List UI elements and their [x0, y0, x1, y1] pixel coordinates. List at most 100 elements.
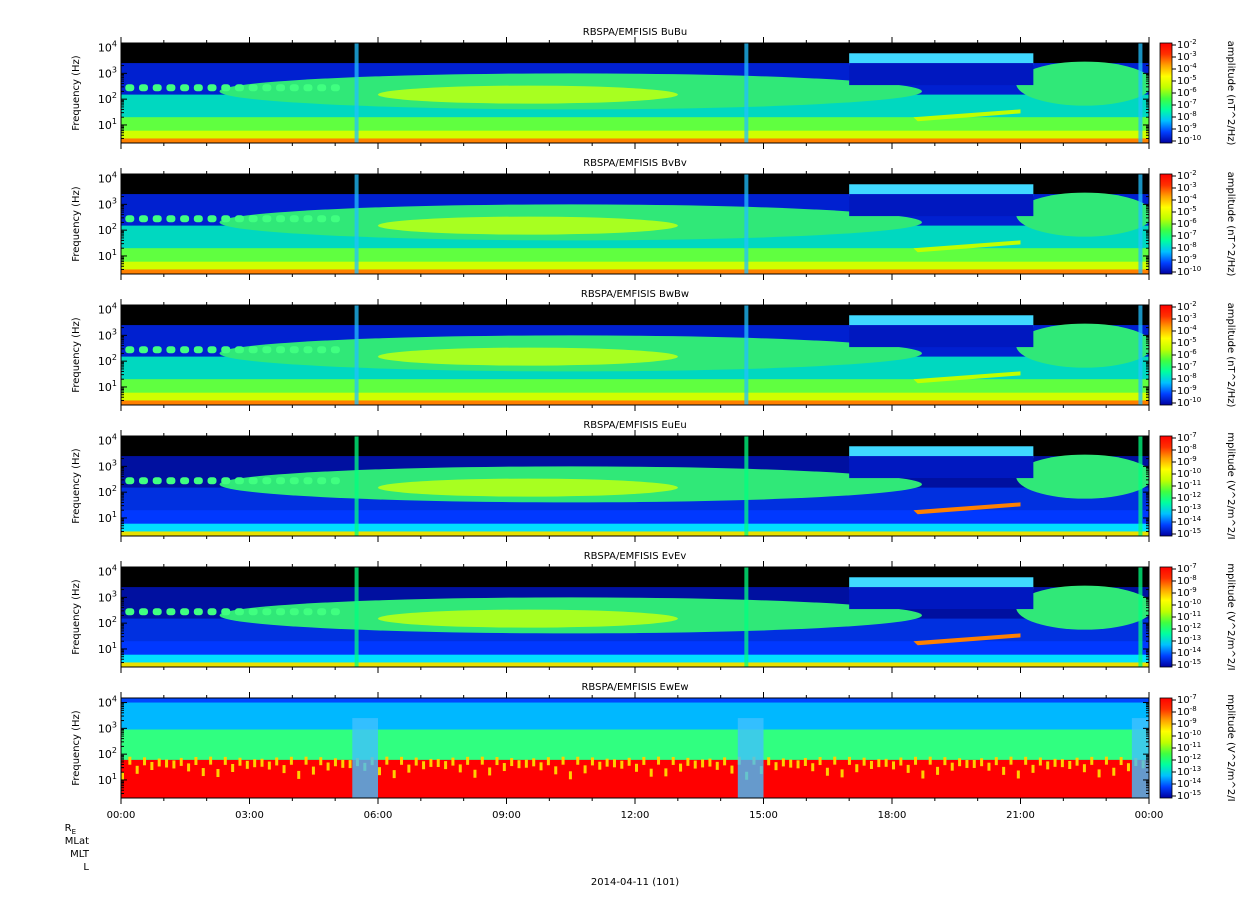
colorbar-tick-label: 10-7 — [1177, 229, 1197, 242]
colorbar-tick-label: 10-14 — [1177, 646, 1202, 659]
y-tick-label: 102 — [98, 746, 117, 761]
y-tick-label: 102 — [98, 222, 117, 237]
colorbar-label: amplitude (nT^2/Hz) — [1225, 41, 1236, 146]
y-tick-label: 103 — [98, 720, 117, 735]
x-tick-label: 18:00 — [878, 810, 907, 821]
colorbar — [1159, 42, 1173, 144]
spectrogram-image — [121, 43, 1149, 143]
colorbar-tick-label: 10-3 — [1177, 312, 1197, 325]
colorbar-tick-label: 10-2 — [1177, 169, 1197, 182]
colorbar-label: mplitude (V^2/m^2/I — [1225, 432, 1236, 539]
x-tick-label: 03:00 — [235, 810, 264, 821]
colorbar-tick-label: 10-7 — [1177, 562, 1197, 575]
colorbar-tick-label: 10-13 — [1177, 503, 1201, 516]
ephemeris-mlat-label: MLat — [65, 836, 89, 847]
y-tick-label: 101 — [98, 772, 117, 787]
y-tick-label: 103 — [98, 589, 117, 604]
y-tick-label: 101 — [98, 379, 117, 394]
panel-title: RBSPA/EMFISIS EvEv — [584, 551, 687, 562]
y-tick-label: 104 — [98, 171, 117, 186]
colorbar-tick-label: 10-9 — [1177, 384, 1197, 397]
x-tick-label: 21:00 — [1006, 810, 1035, 821]
x-tick-label: 12:00 — [621, 810, 650, 821]
spectrogram-image — [121, 174, 1149, 274]
colorbar-tick-label: 10-9 — [1177, 253, 1197, 266]
x-tick-label: 00:00 — [107, 810, 136, 821]
y-axis-label: Frequency (Hz) — [71, 579, 82, 655]
colorbar-label: mplitude (V^2/m^2/I — [1225, 563, 1236, 670]
y-axis-label: Frequency (Hz) — [71, 448, 82, 524]
y-axis-label: Frequency (Hz) — [71, 317, 82, 393]
colorbar-tick-label: 10-9 — [1177, 455, 1197, 468]
spectrogram-panels: RBSPA/EMFISIS BuBu 104 103 102 101 Frequency … — [71, 27, 1236, 804]
colorbar-tick-label: 10-15 — [1177, 658, 1201, 671]
colorbar-tick-label: 10-15 — [1177, 789, 1201, 802]
colorbar-tick-label: 10-7 — [1177, 360, 1197, 373]
y-tick-label: 102 — [98, 353, 117, 368]
colorbar-tick-label: 10-13 — [1177, 634, 1201, 647]
y-tick-label: 101 — [98, 641, 117, 656]
colorbar — [1159, 697, 1173, 799]
ephemeris-mlt-label: MLT — [70, 849, 90, 860]
colorbar-tick-label: 10-3 — [1177, 50, 1197, 63]
panel-title: RBSPA/EMFISIS BwBw — [581, 289, 689, 300]
y-tick-label: 103 — [98, 327, 117, 342]
colorbar-tick-label: 10-8 — [1177, 372, 1197, 385]
spectrogram-panel: RBSPA/EMFISIS EuEu 104 103 102 101 Frequency … — [71, 420, 1236, 542]
y-tick-label: 104 — [98, 433, 117, 448]
colorbar-tick-label: 10-7 — [1177, 693, 1197, 706]
colorbar-tick-label: 10-8 — [1177, 705, 1197, 718]
panel-title: RBSPA/EMFISIS EwEw — [581, 682, 688, 693]
y-tick-label: 104 — [98, 564, 117, 579]
ephemeris-re-label: RE — [65, 823, 76, 836]
spectrogram-panel: RBSPA/EMFISIS BwBw 104 103 102 101 Frequency … — [71, 289, 1236, 411]
colorbar-tick-label: 10-10 — [1177, 467, 1201, 480]
y-tick-label: 102 — [98, 91, 117, 106]
x-tick-label: 06:00 — [364, 810, 393, 821]
colorbar-tick-label: 10-15 — [1177, 527, 1201, 540]
colorbar-tick-label: 10-10 — [1177, 134, 1201, 147]
ephemeris-labels: RE MLat MLT L — [65, 823, 90, 873]
colorbar-tick-label: 10-5 — [1177, 336, 1197, 349]
spectrogram-image — [121, 305, 1149, 405]
colorbar-label: amplitude (nT^2/Hz) — [1225, 172, 1236, 277]
spectrogram-image — [121, 698, 1149, 798]
x-tick-label: 00:00 — [1135, 810, 1164, 821]
spectrogram-panel: RBSPA/EMFISIS BvBv 104 103 102 101 Frequency … — [71, 158, 1236, 280]
colorbar-tick-label: 10-10 — [1177, 396, 1201, 409]
spectrogram-panel: RBSPA/EMFISIS EvEv 104 103 102 101 Frequency … — [71, 551, 1236, 673]
colorbar-tick-label: 10-5 — [1177, 205, 1197, 218]
spectrogram-panel: RBSPA/EMFISIS EwEw 104 103 102 101 Frequency … — [71, 682, 1236, 804]
panel-title: RBSPA/EMFISIS BvBv — [583, 158, 687, 169]
colorbar-tick-label: 10-12 — [1177, 491, 1201, 504]
colorbar-tick-label: 10-4 — [1177, 193, 1197, 206]
colorbar-tick-label: 10-5 — [1177, 74, 1197, 87]
ephemeris-l-label: L — [83, 862, 89, 873]
colorbar-tick-label: 10-2 — [1177, 300, 1197, 313]
colorbar-tick-label: 10-3 — [1177, 181, 1197, 194]
x-tick-label: 15:00 — [749, 810, 778, 821]
y-tick-label: 101 — [98, 117, 117, 132]
colorbar-tick-label: 10-6 — [1177, 348, 1197, 361]
spectrogram-image — [121, 436, 1149, 536]
y-tick-label: 102 — [98, 615, 117, 630]
y-tick-label: 103 — [98, 65, 117, 80]
y-tick-label: 102 — [98, 484, 117, 499]
colorbar-tick-label: 10-4 — [1177, 324, 1197, 337]
x-tick-label: 09:00 — [492, 810, 521, 821]
y-axis-label: Frequency (Hz) — [71, 710, 82, 786]
colorbar-tick-label: 10-12 — [1177, 622, 1201, 635]
colorbar-tick-label: 10-8 — [1177, 574, 1197, 587]
y-tick-label: 101 — [98, 510, 117, 525]
colorbar — [1159, 435, 1173, 537]
colorbar-tick-label: 10-6 — [1177, 86, 1197, 99]
y-tick-label: 101 — [98, 248, 117, 263]
y-tick-label: 104 — [98, 695, 117, 710]
colorbar-label: mplitude (V^2/m^2/I — [1225, 694, 1236, 801]
y-tick-label: 104 — [98, 40, 117, 55]
colorbar-tick-label: 10-10 — [1177, 729, 1201, 742]
colorbar-tick-label: 10-4 — [1177, 62, 1197, 75]
spectrogram-panel: RBSPA/EMFISIS BuBu 104 103 102 101 Frequency … — [71, 27, 1236, 149]
spectrogram-image — [121, 567, 1149, 667]
